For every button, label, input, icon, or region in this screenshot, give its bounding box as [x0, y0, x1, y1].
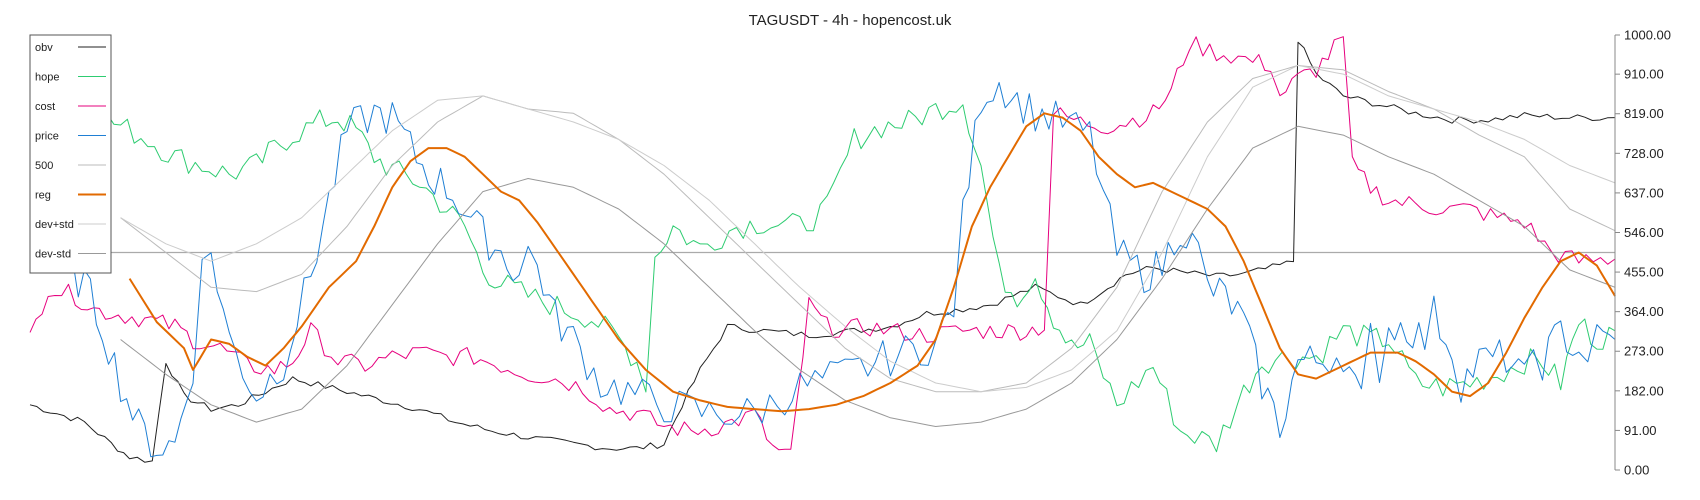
y-tick-label: 91.00	[1624, 423, 1657, 438]
legend-label: 500	[35, 160, 53, 172]
legend-label: price	[35, 131, 59, 143]
y-tick-label: 0.00	[1624, 463, 1649, 478]
series-line-dev-std	[120, 64, 1616, 393]
series-line-hope	[66, 101, 1616, 453]
series-line-dev-std	[120, 125, 1616, 427]
y-tick-label: 637.00	[1624, 185, 1664, 200]
series-line-price	[29, 82, 1616, 458]
y-tick-label: 1000.00	[1624, 28, 1671, 43]
chart-title: TAGUSDT - 4h - hopencost.uk	[749, 12, 952, 29]
y-tick-label: 819.00	[1624, 106, 1664, 121]
y-tick-label: 546.00	[1624, 225, 1664, 240]
legend-label: hope	[35, 72, 59, 84]
series-line-reg	[128, 112, 1616, 413]
legend-label: reg	[35, 190, 51, 202]
legend-label: dev-std	[35, 249, 71, 261]
series-line-500	[120, 64, 1616, 393]
plot-area	[29, 36, 1616, 463]
series-line-obv	[29, 41, 1616, 463]
y-tick-label: 364.00	[1624, 304, 1664, 319]
legend-label: obv	[35, 42, 53, 54]
y-tick-label: 455.00	[1624, 265, 1664, 280]
legend-box	[29, 34, 112, 274]
y-tick-label: 910.00	[1624, 67, 1664, 82]
legend-label: dev+std	[35, 219, 74, 231]
legend-label: cost	[35, 101, 55, 113]
y-tick-label: 273.00	[1624, 344, 1664, 359]
y-axis: 0.00 91.00 182.00 273.00 364.00 455.00 546.00 6…	[1614, 28, 1671, 478]
y-tick-label: 728.00	[1624, 146, 1664, 161]
y-tick-label: 182.00	[1624, 383, 1664, 398]
legend: obv hope cost price 500 reg dev+std dev-std	[29, 34, 112, 274]
series-line-cost	[29, 36, 1616, 451]
